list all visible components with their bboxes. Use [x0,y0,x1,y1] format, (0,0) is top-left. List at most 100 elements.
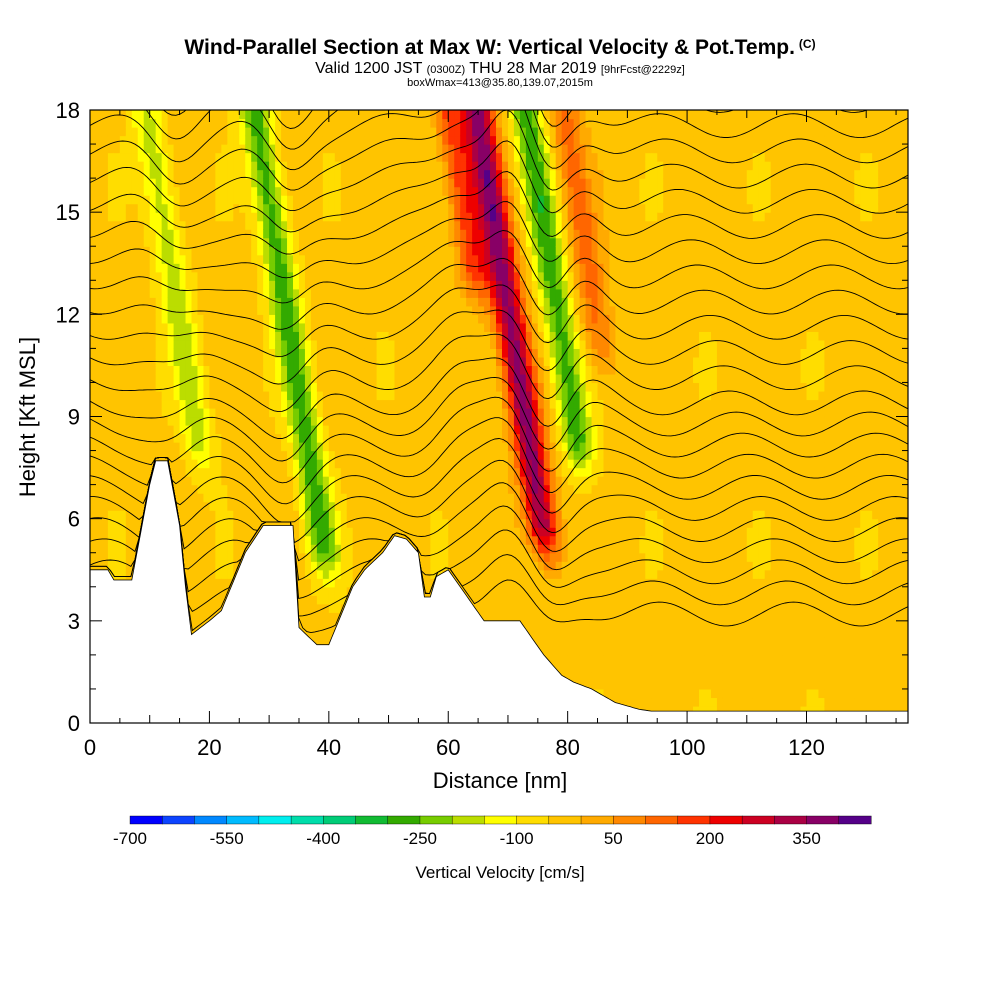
velocity-cell [203,178,211,188]
velocity-cell [430,544,437,554]
velocity-cell [316,450,324,460]
velocity-cell [334,425,342,435]
velocity-cell [221,399,228,409]
velocity-cell [131,220,139,230]
velocity-cell [310,476,318,486]
velocity-cell [233,220,240,230]
velocity-cell [388,501,396,511]
velocity-cell [233,127,240,137]
velocity-cell [424,271,431,281]
velocity-cell [364,425,372,435]
velocity-cell [227,425,234,435]
velocity-cell [472,152,479,162]
velocity-cell [173,348,181,358]
velocity-cell [478,152,485,162]
velocity-cell [287,322,294,332]
velocity-cell [358,544,366,554]
velocity-cell [394,348,402,358]
velocity-cell [191,110,199,120]
velocity-cell [304,263,312,273]
velocity-cell [418,501,425,511]
velocity-cell [406,135,414,145]
velocity-cell [107,373,115,384]
velocity-cell [245,195,252,205]
velocity-cell [352,407,360,418]
velocity-cell [298,229,306,239]
velocity-cell [233,425,240,435]
velocity-cell [310,407,318,418]
velocity-cell [478,407,485,418]
velocity-cell [209,246,216,256]
velocity-cell [298,118,306,128]
velocity-cell [448,382,455,392]
velocity-cell [227,195,234,205]
velocity-cell [137,203,145,213]
velocity-cell [478,118,485,128]
velocity-cell [418,297,425,307]
velocity-cell [203,331,211,341]
velocity-cell [215,459,222,469]
velocity-cell [251,246,258,256]
velocity-cell [275,467,282,477]
velocity-cell [269,510,276,520]
velocity-cell [293,552,300,562]
velocity-cell [490,510,497,520]
velocity-cell [227,510,234,520]
velocity-cell [203,476,211,486]
velocity-cell [310,569,318,579]
velocity-cell [155,229,163,239]
velocity-cell [328,178,336,188]
velocity-cell [275,373,282,384]
velocity-cell [155,331,163,341]
velocity-cell [460,399,467,409]
velocity-cell [101,442,109,452]
velocity-cell [275,169,282,179]
velocity-cell [179,518,187,528]
velocity-cell [466,314,473,324]
velocity-cell [496,127,503,137]
velocity-cell [227,203,234,213]
velocity-cell [448,195,455,205]
velocity-cell [412,135,419,145]
velocity-cell [424,203,431,213]
velocity-cell [143,425,151,435]
velocity-cell [167,178,175,188]
velocity-cell [209,169,216,179]
velocity-cell [436,399,443,409]
velocity-cell [304,229,312,239]
velocity-cell [245,212,252,222]
velocity-cell [119,510,127,520]
velocity-cell [352,314,360,324]
velocity-cell [113,348,121,358]
velocity-cell [352,535,360,545]
velocity-cell [293,467,300,477]
velocity-cell [364,118,372,128]
velocity-cell [293,535,300,545]
velocity-cell [436,459,443,469]
velocity-cell [418,527,425,537]
velocity-cell [310,382,318,392]
velocity-cell [340,467,348,477]
velocity-cell [119,399,127,409]
velocity-cell [257,356,264,367]
velocity-cell [298,450,306,460]
velocity-cell [454,152,461,162]
velocity-cell [275,152,282,162]
velocity-cell [203,493,211,503]
velocity-cell [412,390,419,401]
velocity-cell [382,399,390,409]
velocity-cell [436,288,443,298]
velocity-cell [131,476,139,486]
velocity-cell [430,527,437,537]
velocity-cell [269,220,276,230]
velocity-cell [316,595,324,605]
velocity-cell [227,254,234,264]
velocity-cell [113,518,121,528]
velocity-cell [251,501,258,511]
velocity-cell [436,110,443,120]
velocity-cell [370,271,378,281]
velocity-cell [466,339,473,349]
velocity-cell [460,382,467,392]
velocity-cell [263,246,270,256]
velocity-cell [215,356,222,367]
